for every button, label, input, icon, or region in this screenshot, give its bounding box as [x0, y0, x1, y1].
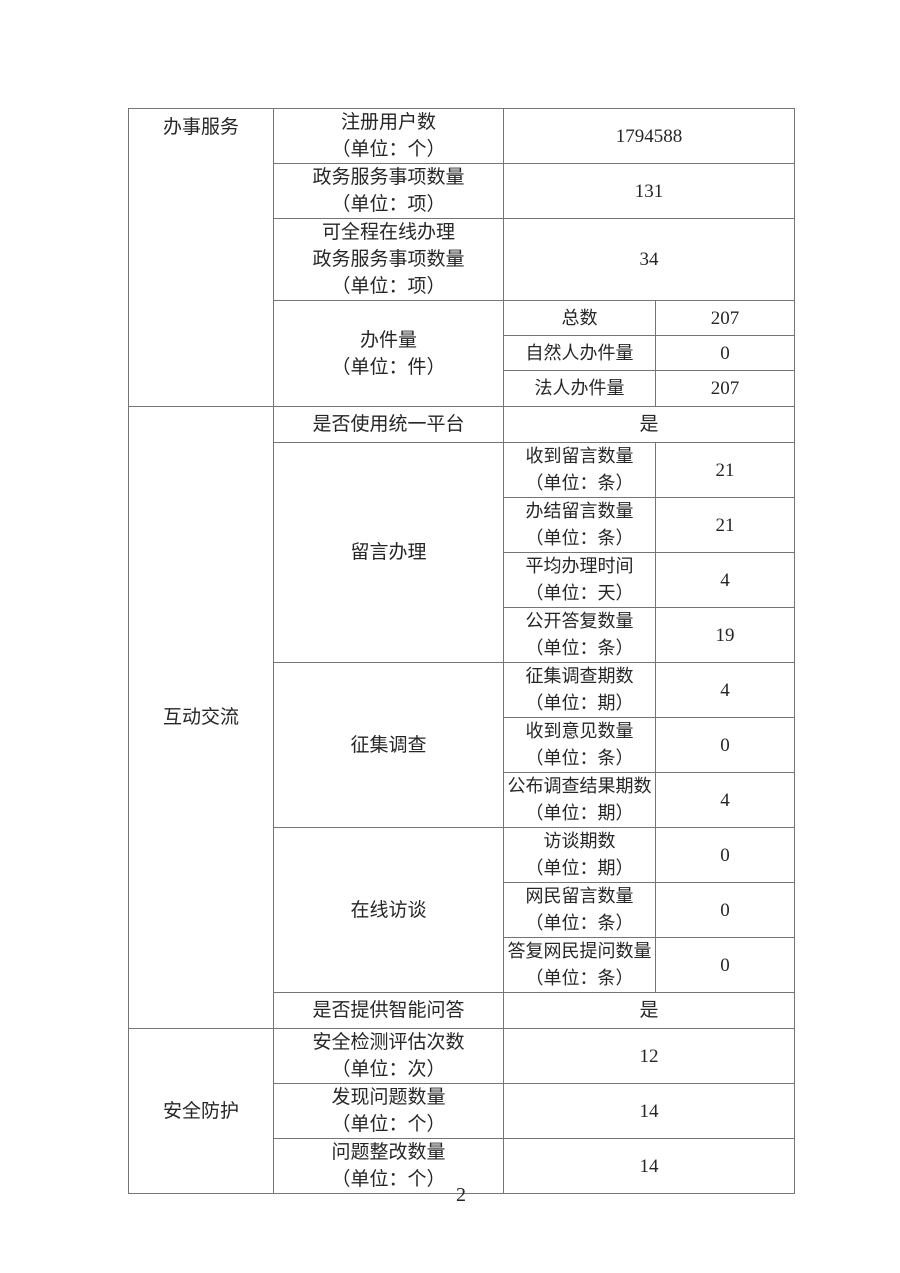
sub-value-cell: 4	[655, 662, 795, 718]
sub-value-cell: 207	[655, 300, 795, 336]
item-value-cell: 14	[503, 1083, 795, 1139]
sub-value-cell: 4	[655, 772, 795, 828]
item-value-cell: 是	[503, 406, 795, 443]
item-value-cell: 是	[503, 992, 795, 1029]
category-cell-banshi-fuwu: 办事服务	[128, 108, 274, 407]
sub-value-cell: 0	[655, 882, 795, 938]
table-row: 是否提供智能问答 是	[129, 992, 795, 1029]
sub-label-cell: 自然人办件量	[503, 335, 656, 371]
sub-label-cell: 网民留言数量 （单位：条）	[503, 882, 656, 938]
item-value-cell: 34	[503, 218, 795, 301]
category-cell-anquan-fanghu: 安全防护	[128, 1028, 274, 1194]
table-row: 政务服务事项数量 （单位：项） 131	[129, 163, 795, 219]
item-label-cell-zaixian-fangtan: 在线访谈	[273, 827, 504, 993]
table-row: 发现问题数量 （单位：个） 14	[129, 1083, 795, 1139]
item-label-cell: 注册用户数 （单位：个）	[273, 108, 504, 164]
table-row: 自然人办件量 0	[129, 335, 795, 371]
item-label-cell: 发现问题数量 （单位：个）	[273, 1083, 504, 1139]
sub-label-cell: 访谈期数 （单位：期）	[503, 827, 656, 883]
sub-value-cell: 0	[655, 717, 795, 773]
table-row: 在线访谈 访谈期数 （单位：期） 0	[129, 827, 795, 993]
table-row: 公开答复数量 （单位：条） 19	[129, 607, 795, 663]
sub-value-cell: 21	[655, 442, 795, 498]
item-label-cell: 政务服务事项数量 （单位：项）	[273, 163, 504, 219]
sub-value-cell: 0	[655, 937, 795, 993]
sub-value-cell: 19	[655, 607, 795, 663]
item-value-cell: 1794588	[503, 108, 795, 164]
category-cell-hudong-jiaoliu: 互动交流	[128, 406, 274, 1029]
table-row: 安全防护 安全检测评估次数 （单位：次） 12	[128, 1028, 795, 1194]
item-label-cell: 可全程在线办理 政务服务事项数量 （单位：项）	[273, 218, 504, 301]
sub-label-cell: 收到留言数量 （单位：条）	[503, 442, 656, 498]
table-row: 平均办理时间 （单位：天） 4	[129, 552, 795, 608]
sub-label-cell: 办结留言数量 （单位：条）	[503, 497, 656, 553]
table-row: 网民留言数量 （单位：条） 0	[129, 882, 795, 938]
sub-label-cell: 法人办件量	[503, 370, 656, 407]
sub-label-cell: 平均办理时间 （单位：天）	[503, 552, 656, 608]
table-row: 可全程在线办理 政务服务事项数量 （单位：项） 34	[129, 218, 795, 301]
item-value-cell: 12	[503, 1028, 795, 1084]
item-value-cell: 14	[503, 1138, 795, 1194]
table-row: 互动交流 是否使用统一平台 是	[128, 406, 795, 1029]
sub-label-cell: 公开答复数量 （单位：条）	[503, 607, 656, 663]
page-number: 2	[456, 1184, 466, 1206]
table-row: 问题整改数量 （单位：个） 14	[129, 1138, 795, 1194]
sub-label-cell: 征集调查期数 （单位：期）	[503, 662, 656, 718]
item-label-cell: 问题整改数量 （单位：个）	[273, 1138, 504, 1194]
table-row: 办事服务 注册用户数 （单位：个） 1794588	[128, 108, 795, 407]
item-label-cell: 是否提供智能问答	[273, 992, 504, 1029]
item-label-cell: 安全检测评估次数 （单位：次）	[273, 1028, 504, 1084]
sub-label-cell: 收到意见数量 （单位：条）	[503, 717, 656, 773]
sub-value-cell: 21	[655, 497, 795, 553]
item-label-cell-banjianliang: 办件量 （单位：件）	[273, 300, 504, 407]
item-value-cell: 131	[503, 163, 795, 219]
table-row: 留言办理 收到留言数量 （单位：条） 21	[129, 442, 795, 663]
item-label-cell-zhengji-diaocha: 征集调查	[273, 662, 504, 828]
item-label-cell-liuyan-banli: 留言办理	[273, 442, 504, 663]
sub-value-cell: 0	[655, 827, 795, 883]
item-label-cell: 是否使用统一平台	[273, 406, 504, 443]
sub-label-cell: 公布调查结果期数 （单位：期）	[503, 772, 656, 828]
table-row: 办件量 （单位：件） 总数 207	[129, 300, 795, 407]
sub-label-cell: 答复网民提问数量 （单位：条）	[503, 937, 656, 993]
table-row: 收到意见数量 （单位：条） 0	[129, 717, 795, 773]
annual-report-table: 办事服务 注册用户数 （单位：个） 1794588 政务服务事项数量 （单位：项…	[128, 108, 795, 1194]
table-row: 公布调查结果期数 （单位：期） 4	[129, 772, 795, 828]
table-row: 答复网民提问数量 （单位：条） 0	[129, 937, 795, 993]
table-row: 办结留言数量 （单位：条） 21	[129, 497, 795, 553]
sub-label-cell: 总数	[503, 300, 656, 336]
sub-value-cell: 0	[655, 335, 795, 371]
sub-value-cell: 4	[655, 552, 795, 608]
sub-value-cell: 207	[655, 370, 795, 407]
table-row: 征集调查 征集调查期数 （单位：期） 4	[129, 662, 795, 828]
